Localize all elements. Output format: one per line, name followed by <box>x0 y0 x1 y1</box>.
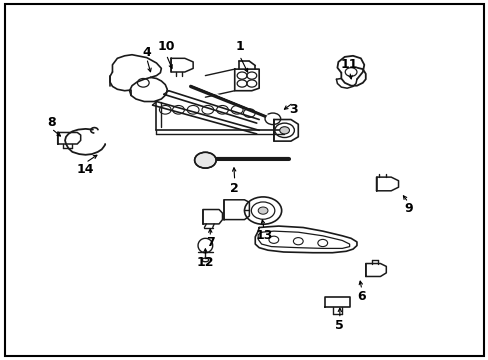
Circle shape <box>279 127 289 134</box>
Text: 8: 8 <box>47 116 56 129</box>
Circle shape <box>258 207 267 214</box>
Circle shape <box>194 152 216 168</box>
Text: 2: 2 <box>230 183 239 195</box>
Text: 7: 7 <box>205 237 214 249</box>
Text: 10: 10 <box>157 40 175 53</box>
Text: 6: 6 <box>357 291 366 303</box>
Text: 12: 12 <box>196 256 214 269</box>
Text: 13: 13 <box>255 229 272 242</box>
Circle shape <box>264 113 280 125</box>
Text: 4: 4 <box>142 46 151 59</box>
Text: 14: 14 <box>77 163 94 176</box>
Text: 3: 3 <box>288 103 297 116</box>
Text: 1: 1 <box>235 40 244 53</box>
Text: 11: 11 <box>340 58 358 71</box>
Text: 5: 5 <box>335 319 344 332</box>
Text: 9: 9 <box>403 202 412 215</box>
